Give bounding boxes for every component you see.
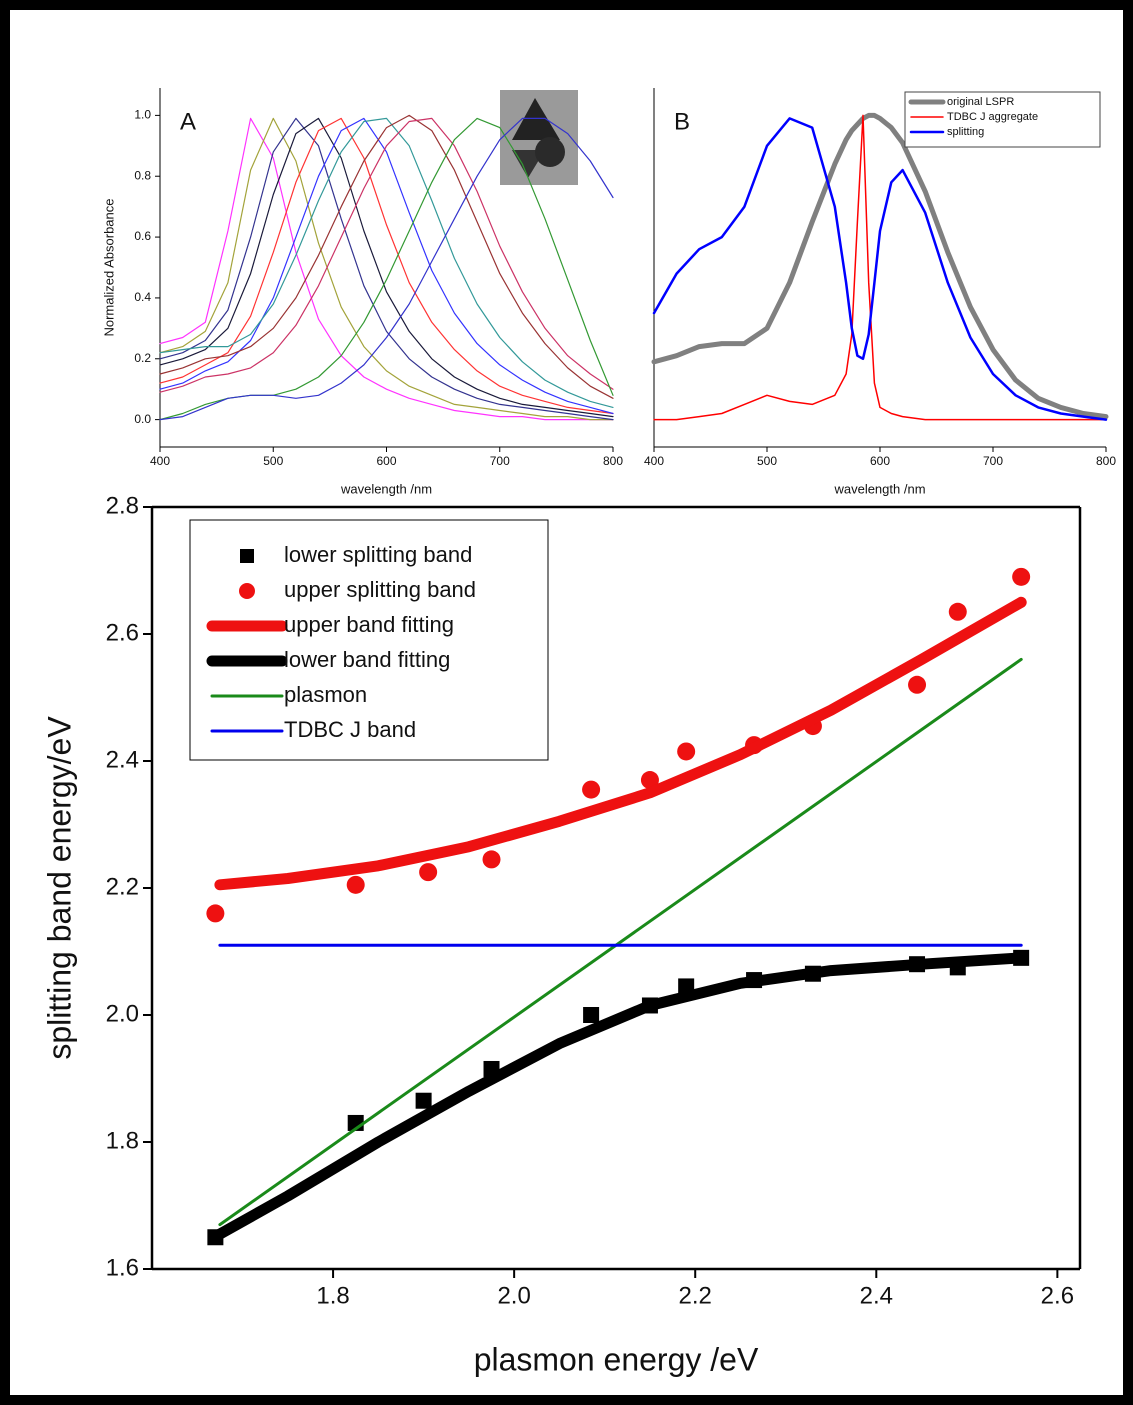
series-line: [159, 117, 614, 393]
y-tick-label: 1.0: [134, 108, 151, 122]
x-tick-label: 2.0: [497, 1283, 530, 1310]
x-tick-label: 800: [603, 454, 623, 468]
y-axis-title: Normalized Absorbance: [101, 198, 116, 336]
series-line: [159, 117, 614, 418]
legend-label: splitting: [947, 126, 984, 138]
y-tick-label: 2.6: [106, 619, 139, 646]
y-axis-title: splitting band energy/eV: [41, 716, 77, 1060]
inset-image: [500, 90, 578, 185]
legend-label: upper splitting band: [284, 577, 476, 602]
series-line: [652, 117, 1108, 421]
circle-marker: [908, 675, 927, 694]
series-line: [159, 117, 614, 421]
series-line: [159, 117, 614, 408]
y-tick-label: 0.8: [134, 168, 151, 182]
series-line: [159, 117, 614, 421]
series-line: [159, 117, 614, 421]
square-marker: [583, 1007, 600, 1023]
circle-marker: [582, 780, 601, 799]
circle-marker: [677, 742, 696, 761]
legend-label: lower band fitting: [284, 647, 450, 672]
x-tick-label: 700: [983, 454, 1003, 468]
legend-label: TDBC J aggregate: [947, 111, 1038, 123]
circle-marker: [640, 771, 659, 790]
legend-label: TDBC J band: [284, 717, 416, 742]
circle-marker: [948, 602, 967, 621]
x-axis-title: plasmon energy /eV: [474, 1341, 759, 1377]
x-axis-title: wavelength /nm: [340, 481, 432, 496]
series-line: [214, 596, 1027, 891]
legend-label: original LSPR: [947, 96, 1014, 108]
series-line: [159, 117, 614, 421]
y-tick-label: 1.8: [106, 1127, 139, 1154]
x-tick-label: 2.6: [1041, 1283, 1074, 1310]
series-line: [653, 114, 1107, 421]
x-tick-label: 2.4: [860, 1283, 893, 1310]
y-tick-label: 0.0: [134, 412, 151, 426]
x-tick-label: 2.2: [679, 1283, 712, 1310]
y-tick-label: 2.0: [106, 1000, 139, 1027]
legend-swatch: [239, 583, 255, 599]
series-line: [651, 112, 1109, 420]
x-axis-title: wavelength /nm: [833, 481, 925, 496]
y-tick-label: 1.6: [106, 1254, 139, 1281]
series-line: [159, 117, 614, 415]
circle-marker: [482, 850, 501, 869]
x-tick-label: 600: [376, 454, 396, 468]
y-tick-label: 0.4: [134, 290, 151, 304]
circle-marker: [206, 904, 225, 923]
x-tick-label: 500: [757, 454, 777, 468]
x-tick-label: 700: [490, 454, 510, 468]
x-tick-label: 600: [870, 454, 890, 468]
y-tick-label: 2.8: [106, 492, 139, 519]
y-tick-label: 2.4: [106, 746, 139, 773]
y-tick-label: 0.6: [134, 229, 151, 243]
square-marker: [415, 1092, 432, 1109]
circle-marker: [346, 875, 365, 894]
series-line: [218, 657, 1023, 1227]
x-tick-label: 400: [150, 454, 170, 468]
inset-shape: [535, 137, 565, 167]
series-line: [214, 952, 1027, 1240]
legend-label: plasmon: [284, 682, 367, 707]
x-tick-label: 400: [644, 454, 664, 468]
series-line: [159, 114, 614, 399]
panel-label: A: [180, 108, 196, 135]
panel-label: B: [674, 108, 690, 135]
x-tick-label: 800: [1096, 454, 1116, 468]
y-tick-label: 2.2: [106, 873, 139, 900]
series-line: [159, 117, 614, 415]
x-tick-label: 500: [263, 454, 283, 468]
legend-label: upper band fitting: [284, 612, 454, 637]
legend-label: lower splitting band: [284, 542, 472, 567]
circle-marker: [419, 863, 438, 882]
legend-swatch: [240, 549, 254, 563]
circle-marker: [1012, 567, 1031, 586]
x-tick-label: 1.8: [316, 1283, 349, 1310]
y-tick-label: 0.2: [134, 351, 151, 365]
